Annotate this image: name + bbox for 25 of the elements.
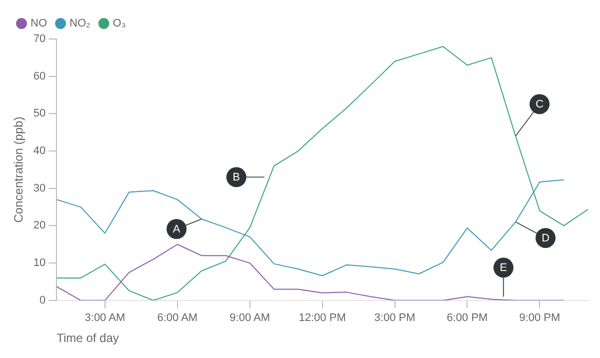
annotation: A	[172, 224, 181, 236]
annotation: E	[500, 262, 508, 274]
y-tick-label: 10	[33, 257, 46, 270]
annotation: B	[232, 172, 240, 184]
y-axis-title: Concentration (ppb)	[12, 116, 26, 223]
x-tick-label: 9:00 PM	[519, 312, 560, 324]
x-tick-label: 6:00 AM	[157, 312, 198, 324]
x-axis-title: Time of day	[56, 331, 119, 346]
y-tick-label: 0	[40, 294, 46, 306]
y-tick-label: 40	[33, 145, 46, 158]
legend-label: NO₂	[70, 18, 90, 30]
y-tick-label: 20	[33, 220, 46, 232]
x-tick-label: 12:00 PM	[298, 312, 346, 324]
x-tick-label: 9:00 AM	[230, 312, 270, 324]
x-tick-label: 3:00 PM	[374, 312, 416, 324]
legend-label: O₃	[112, 18, 126, 30]
y-tick-label: 70	[33, 33, 46, 46]
x-tick-label: 6:00 PM	[446, 312, 488, 324]
x-tick-label: 3:00 AM	[84, 312, 126, 324]
y-tick-label: 60	[33, 70, 46, 82]
y-tick-label: 30	[33, 182, 46, 194]
annotation: D	[542, 232, 550, 245]
y-tick-label: 50	[33, 108, 46, 120]
annotation: C	[536, 98, 544, 111]
legend-label: NO	[30, 18, 48, 30]
